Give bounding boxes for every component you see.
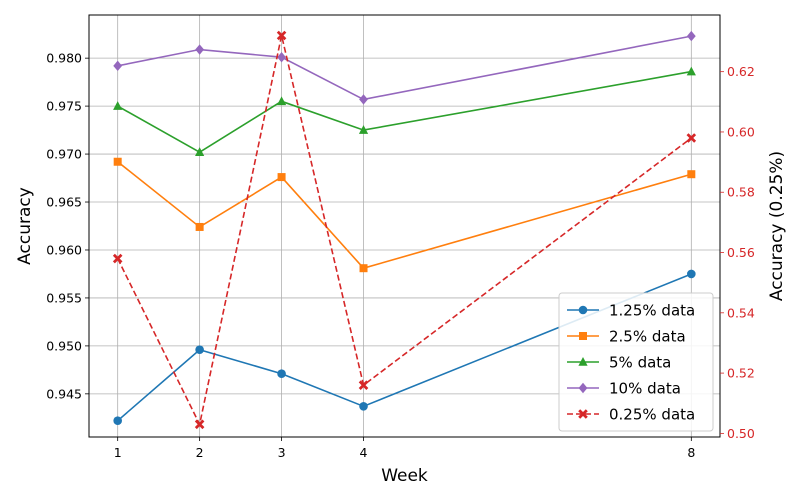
data-point — [195, 222, 204, 231]
legend-marker — [578, 357, 588, 366]
series-layer — [112, 30, 697, 430]
y-tick-label: 0.950 — [46, 338, 82, 353]
data-point — [277, 369, 286, 379]
data-point — [358, 380, 369, 390]
data-point — [686, 133, 697, 143]
data-point — [687, 269, 696, 279]
data-point — [113, 60, 123, 72]
x-tick-label: 8 — [687, 445, 695, 460]
data-point — [359, 402, 368, 411]
legend-item: 2.5% data — [567, 328, 686, 346]
y2-tick-label: 0.60 — [727, 124, 755, 139]
y-tick-label: 0.955 — [46, 290, 82, 305]
y-tick-label: 0.970 — [46, 147, 82, 162]
data-point — [358, 125, 369, 134]
x-tick-label: 2 — [196, 445, 204, 460]
data-point — [195, 345, 204, 355]
data-point — [277, 173, 286, 182]
y2-tick-label: 0.50 — [727, 426, 755, 441]
data-point — [195, 44, 205, 55]
legend-marker — [578, 305, 588, 315]
x-tick-label: 1 — [114, 445, 122, 460]
y-tick-label: 0.960 — [46, 242, 82, 257]
y2-axis-title: Accuracy (0.25%) — [767, 151, 787, 301]
data-point — [359, 94, 368, 105]
x-axis-title: Week — [381, 466, 428, 486]
data-point — [276, 30, 287, 41]
plot-frame — [88, 14, 721, 438]
y2-tick-label: 0.52 — [727, 366, 755, 381]
y-tick-label: 0.980 — [46, 51, 82, 66]
legend-box — [558, 292, 714, 432]
data-point — [359, 264, 368, 273]
y-tick-label: 0.965 — [46, 195, 82, 210]
series-0 — [113, 269, 696, 425]
y-tick-label: 0.945 — [46, 386, 82, 401]
legend-item: 10% data — [567, 380, 681, 398]
series-1 — [113, 157, 696, 273]
legend-marker — [578, 382, 588, 394]
x-tick-label: 3 — [278, 445, 286, 460]
legend-marker — [578, 409, 588, 419]
data-point — [687, 170, 696, 179]
data-point — [686, 30, 696, 42]
data-point — [276, 96, 287, 106]
y-tick-label: 0.975 — [46, 99, 82, 114]
legend-label: 10% data — [609, 380, 681, 398]
legend-item: 0.25% data — [567, 406, 695, 424]
series-2 — [113, 66, 696, 156]
y2-tick-label: 0.56 — [727, 245, 755, 260]
legend-label: 0.25% data — [609, 406, 695, 424]
data-point — [277, 52, 286, 63]
legend-item: 1.25% data — [567, 302, 695, 320]
legend: 1.25% data 2.5% data 5% data 10% data 0.25% … — [558, 292, 714, 432]
legend-label: 5% data — [609, 354, 671, 372]
data-point — [112, 253, 123, 264]
legend-item: 5% data — [567, 354, 671, 372]
y2-tick-label: 0.58 — [727, 185, 755, 200]
data-point — [113, 157, 122, 166]
data-point — [686, 66, 696, 76]
legend-label: 2.5% data — [609, 328, 686, 346]
data-point — [195, 147, 205, 156]
axes: 1 2 3 4 8 0.945 0.950 0.955 0.960 0.965 0.970 0.975… — [46, 51, 755, 460]
x-tick-label: 4 — [360, 445, 368, 460]
series-3 — [113, 30, 696, 105]
data-point — [113, 416, 122, 425]
legend-label: 1.25% data — [609, 302, 695, 320]
data-point — [194, 419, 205, 430]
legend-marker — [579, 332, 587, 340]
y2-tick-label: 0.54 — [727, 305, 755, 320]
y-axis-title: Accuracy — [15, 187, 35, 265]
y2-tick-label: 0.62 — [727, 64, 755, 79]
series-4 — [112, 30, 697, 430]
data-point — [113, 101, 123, 110]
